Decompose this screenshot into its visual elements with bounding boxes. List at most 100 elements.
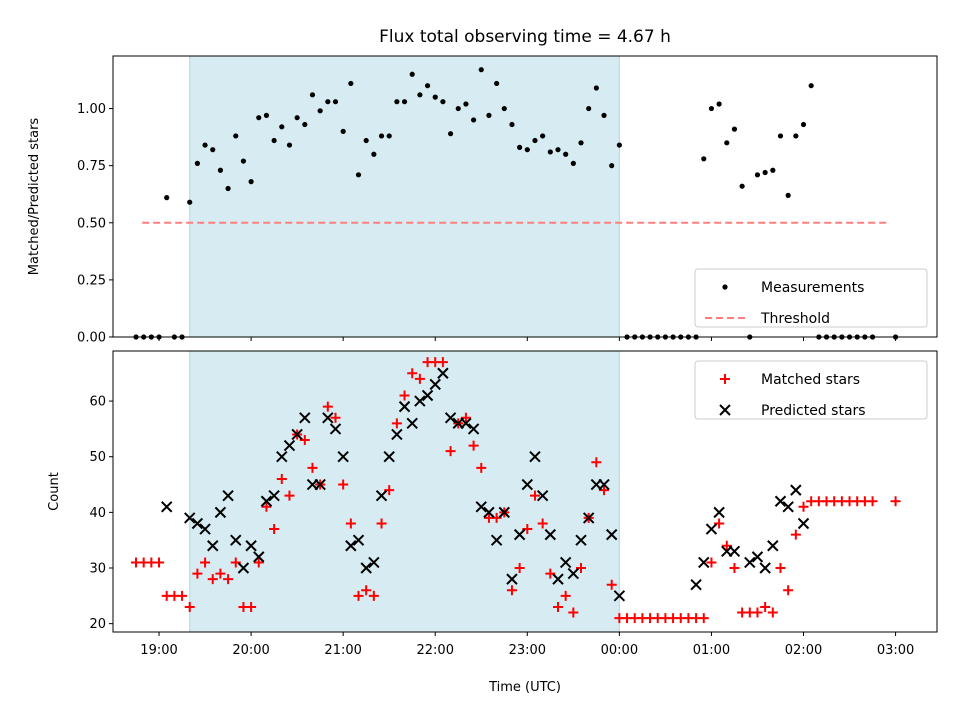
predicted-star-point <box>790 484 802 496</box>
matched-star-point <box>154 557 165 568</box>
measurement-point <box>731 126 738 132</box>
predicted-star-point <box>160 501 173 513</box>
predicted-star-point <box>222 489 234 502</box>
measurement-point <box>271 137 277 144</box>
predicted-star-point <box>613 590 626 602</box>
matched-star-point <box>798 501 809 512</box>
predicted-star-point <box>230 534 242 546</box>
measurement-point <box>517 144 523 150</box>
predicted-star-point <box>529 451 541 463</box>
matched-star-point <box>775 563 786 574</box>
legend-x-icon <box>719 404 731 416</box>
measurement-point <box>325 99 331 105</box>
top-axes-frame <box>112 55 938 338</box>
predicted-star-point <box>774 495 787 507</box>
x-tick-label: 20:00 <box>232 643 269 658</box>
top-y-axis-label: Matched/Predicted stars <box>27 118 42 276</box>
bottom-y-ticks: 20 30 40 50 60 <box>89 395 113 632</box>
top-y-ticks: 0.00 0.25 0.50 0.75 1.00 <box>77 102 113 346</box>
predicted-star-point <box>414 395 426 407</box>
predicted-star-point <box>214 506 227 519</box>
matched-star-point <box>552 601 563 612</box>
matched-star-point <box>606 579 617 590</box>
matched-star-point <box>345 518 356 529</box>
matched-star-point <box>529 490 540 501</box>
matched-star-point <box>253 557 264 568</box>
measurement-point <box>263 112 270 118</box>
matched-star-point <box>391 418 402 429</box>
measurement-point <box>233 133 239 139</box>
matched-star-point <box>353 590 364 601</box>
measurement-point <box>401 99 408 105</box>
measurement-point <box>302 121 308 128</box>
measurement-point <box>616 142 622 148</box>
y-tick-label: 40 <box>89 506 106 521</box>
measurement-point <box>754 172 761 178</box>
matched-star-point <box>330 412 341 423</box>
measurement-point <box>808 83 814 89</box>
y-tick-label: 0.50 <box>77 216 106 231</box>
measurement-point <box>256 115 262 121</box>
predicted-star-point <box>406 417 418 430</box>
matched-star-point <box>361 585 372 596</box>
measurement-point <box>501 105 507 112</box>
predicted-star-point <box>475 501 487 513</box>
predicted-star-point <box>605 528 618 541</box>
predicted-star-point <box>797 517 810 530</box>
measurement-point <box>777 133 784 139</box>
measurement-point <box>470 117 477 123</box>
bottom-panel: 20 30 40 50 60 19:00 20:00 21:00 22:00 23:00 00:0… <box>47 350 938 695</box>
matched-star-point <box>177 590 188 601</box>
matched-star-point <box>890 496 901 507</box>
x-tick-label: 22:00 <box>417 643 454 658</box>
predicted-star-point <box>291 428 303 441</box>
legend-label: Predicted stars <box>761 403 866 419</box>
measurement-point <box>609 163 615 169</box>
measurement-point <box>547 149 553 155</box>
predicted-star-point <box>276 451 288 463</box>
measurement-point <box>340 128 346 134</box>
predicted-star-point <box>559 556 572 569</box>
predicted-star-point <box>268 489 280 502</box>
matched-star-point <box>783 585 794 596</box>
measurement-point <box>194 160 200 166</box>
predicted-star-point <box>360 562 372 574</box>
measurement-point <box>478 67 484 73</box>
predicted-star-point <box>283 439 296 452</box>
measurement-point <box>432 94 438 100</box>
legend-box <box>694 360 928 420</box>
measurement-point <box>593 85 599 91</box>
measurement-point <box>509 121 515 128</box>
measurement-point <box>394 99 400 105</box>
predicted-star-point <box>191 517 204 530</box>
matched-star-point <box>215 568 226 579</box>
measurement-point <box>447 131 454 137</box>
matched-star-point <box>192 568 203 579</box>
predicted-star-point <box>544 528 557 541</box>
x-tick-label: 01:00 <box>693 643 730 658</box>
legend-label: Measurements <box>761 280 864 296</box>
predicted-star-point <box>759 562 771 574</box>
measurement-point <box>601 112 607 118</box>
matched-star-point <box>200 557 211 568</box>
predicted-star-point <box>567 567 580 580</box>
y-tick-label: 1.00 <box>77 102 106 117</box>
matched-star-point <box>207 574 218 585</box>
matched-star-point <box>338 479 349 490</box>
matched-star-point <box>414 373 425 384</box>
predicted-star-point <box>751 551 764 563</box>
predicted-star-point <box>513 528 526 541</box>
measurement-point <box>317 108 323 114</box>
y-tick-label: 30 <box>89 562 106 577</box>
predicted-star-point <box>490 534 503 546</box>
matched-star-point <box>560 590 571 601</box>
measurement-point <box>386 133 392 139</box>
predicted-star-point <box>483 506 495 519</box>
bottom-x-ticks: 19:00 20:00 21:00 22:00 23:00 00:00 01:00 02:00… <box>140 632 914 658</box>
predicted-star-point <box>199 523 211 535</box>
measurement-point <box>494 80 500 87</box>
measurement-point <box>248 179 254 185</box>
measurement-point <box>424 83 431 89</box>
measurement-point <box>586 105 592 112</box>
